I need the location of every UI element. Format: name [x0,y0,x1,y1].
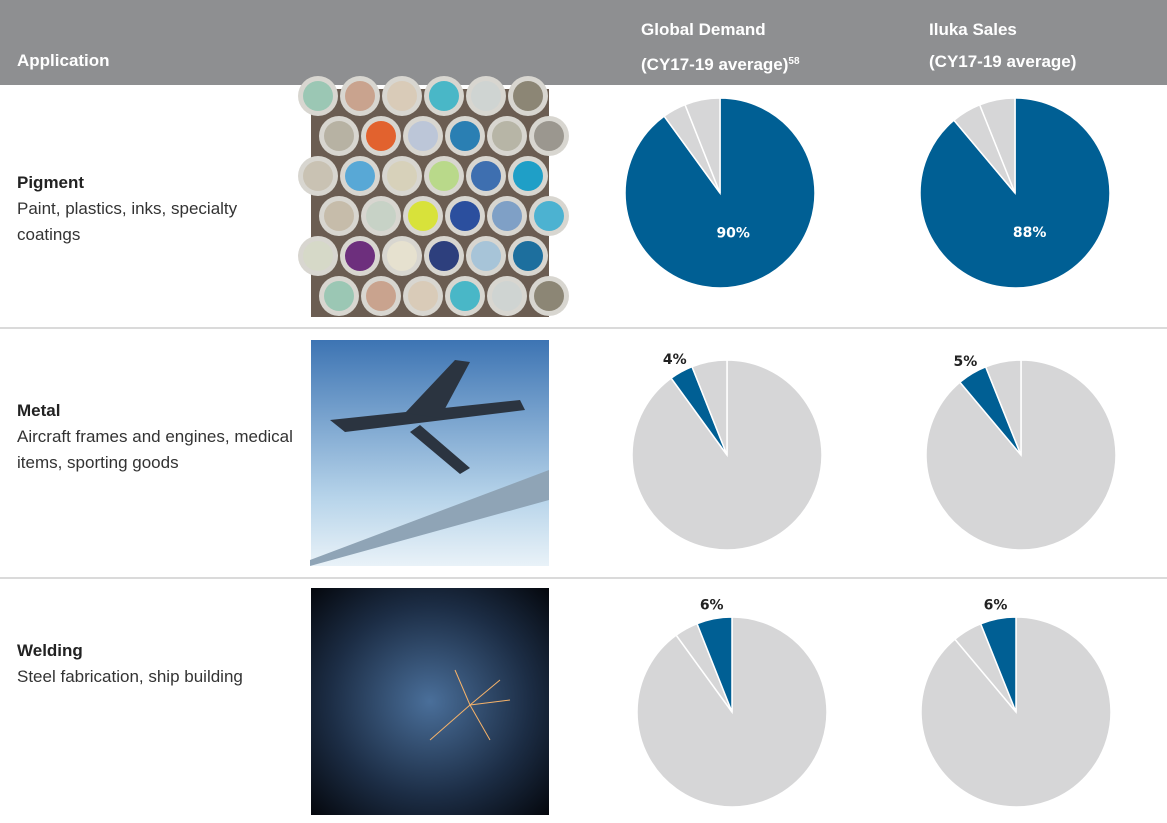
pie-slice [979,616,1017,713]
paint [492,281,522,311]
application-description: Steel fabrication, ship building [17,667,243,686]
paint [513,241,543,271]
paint [429,161,459,191]
header-title: Global Demand [641,20,766,39]
header-subtitle: (CY17-19 average) [929,52,1077,71]
paint [408,281,438,311]
application-cell: Welding Steel fabrication, ship building [17,638,302,690]
paint [345,241,375,271]
paint [534,121,564,151]
header-bar: Application Global Demand (CY17-19 avera… [0,0,1167,85]
paint [513,161,543,191]
pie-slice [984,359,1022,456]
paint [450,281,480,311]
header-subtitle-text: (CY17-19 average) [641,55,789,74]
application-cell: Metal Aircraft frames and engines, medica… [17,398,302,476]
paint [408,201,438,231]
application-name: Welding [17,641,83,660]
paint [408,121,438,151]
paint [450,201,480,231]
paint [534,201,564,231]
header-application: Application [17,51,110,70]
application-cell: Pigment Paint, plastics, inks, specialty … [17,170,302,248]
header-subtitle: (CY17-19 average)58 [641,46,800,81]
paint [366,201,396,231]
paint [534,281,564,311]
paint [324,121,354,151]
paint [429,241,459,271]
header-title: Iluka Sales [929,20,1017,39]
pie-label: 4% [663,352,687,368]
paint [387,161,417,191]
paint [324,201,354,231]
application-description: Paint, plastics, inks, specialty coating… [17,199,238,244]
paint [429,81,459,111]
paint [450,121,480,151]
pie-label: 90% [716,226,750,242]
pie-label: 5% [953,354,977,370]
paint [345,81,375,111]
application-name: Pigment [17,173,85,192]
welding-image [311,588,549,815]
paint [345,161,375,191]
paint [366,121,396,151]
paint [492,121,522,151]
header-column: Iluka Sales (CY17-19 average) [929,14,1076,78]
plane [310,360,549,566]
paint [387,81,417,111]
application-description: Aircraft frames and engines, medical ite… [17,427,293,472]
paint [492,201,522,231]
paint [303,241,333,271]
paint [366,281,396,311]
pie-slice [696,616,733,713]
paint [303,81,333,111]
pie-slice [684,97,721,194]
paint [324,281,354,311]
paint [471,81,501,111]
paint [471,161,501,191]
paint [303,161,333,191]
header-column: Global Demand (CY17-19 average)58 [641,14,800,81]
pie-slice [691,359,728,456]
paint [387,241,417,271]
paint-cans [298,76,569,316]
welding-sparks [429,669,511,741]
paint [513,81,543,111]
pie-label: 6% [700,598,724,614]
footnote-ref: 58 [788,56,800,67]
pie-slice [978,97,1016,194]
pie-label: 6% [984,598,1008,614]
pie-label: 88% [1013,225,1047,241]
application-name: Metal [17,401,61,420]
paint [471,241,501,271]
